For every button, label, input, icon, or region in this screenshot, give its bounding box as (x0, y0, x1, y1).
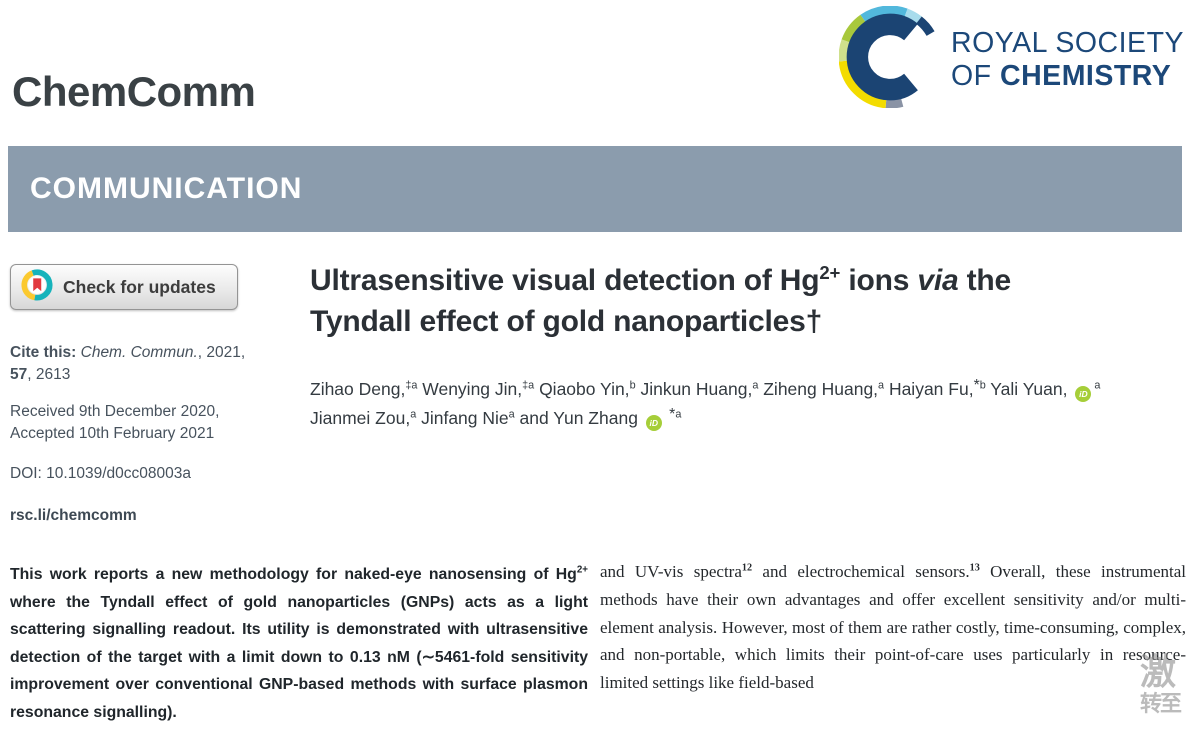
body-text-right-column: and UV-vis spectra12 and electrochemical… (600, 562, 1186, 693)
article-title: Ultrasensitive visual detection of Hg2+ … (310, 262, 1012, 338)
abstract-text: This work reports a new methodology for … (10, 564, 588, 721)
rsc-logo-text: ROYAL SOCIETY OF CHEMISTRY (951, 27, 1184, 93)
journal-title: ChemComm (12, 68, 256, 115)
author-list: Zihao Deng,‡a Wenying Jin,‡a Qiaobo Yin,… (310, 373, 1125, 432)
orcid-icon[interactable]: iD (1075, 386, 1092, 403)
rsc-logo-line2: OF CHEMISTRY (951, 59, 1172, 92)
rsc-logo-c-icon (838, 5, 941, 113)
check-for-updates-button[interactable]: Check for updates (10, 264, 238, 310)
citation-line: Cite this: Chem. Commun., 2021, 57, 2613 (10, 344, 246, 383)
rsc-logo-line1: ROYAL SOCIETY (951, 26, 1184, 59)
accepted-date: Accepted 10th February 2021 (10, 425, 215, 442)
article-type-label: COMMUNICATION (30, 172, 303, 205)
received-date: Received 9th December 2020, (10, 403, 220, 420)
crossmark-icon (21, 269, 53, 306)
orcid-icon[interactable]: iD (645, 415, 662, 432)
doi: DOI: 10.1039/d0cc08003a (10, 465, 191, 482)
journal-url[interactable]: rsc.li/chemcomm (10, 507, 137, 524)
check-for-updates-label: Check for updates (63, 276, 216, 297)
article-type-banner: COMMUNICATION (8, 146, 1182, 232)
received-accepted: Received 9th December 2020, Accepted 10t… (10, 401, 296, 445)
rsc-logo: ROYAL SOCIETY OF CHEMISTRY (838, 5, 1184, 113)
